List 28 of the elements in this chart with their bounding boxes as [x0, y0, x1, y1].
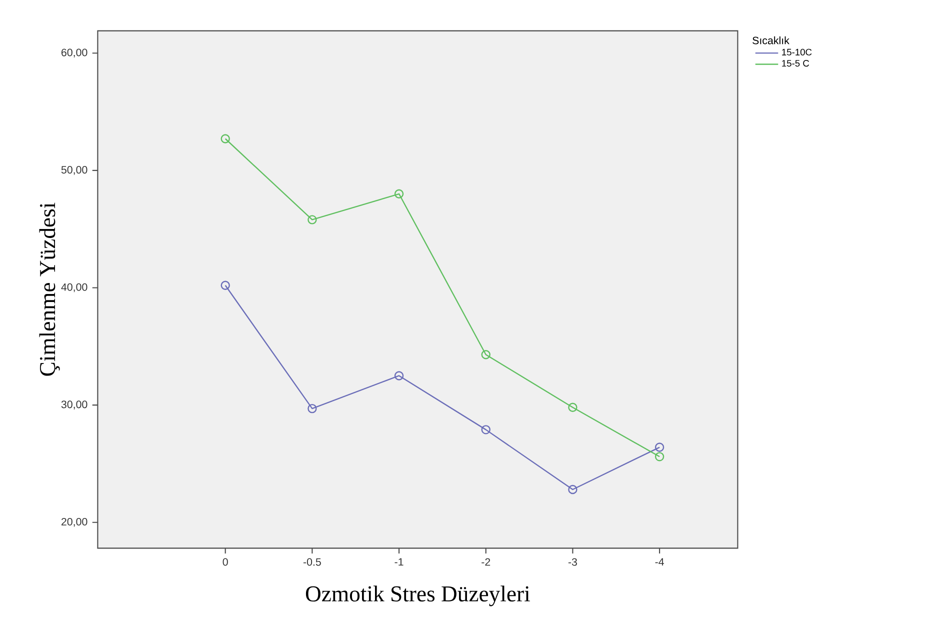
- point: [568, 484, 578, 494]
- point: [654, 452, 664, 462]
- y-tick-label: 60,00: [62, 48, 88, 58]
- y-tick-label: 50,00: [61, 166, 88, 175]
- point: [220, 134, 230, 144]
- x-tick-label: -2: [482, 558, 490, 566]
- legend-label: 15-5 C: [782, 60, 810, 67]
- y-axis-title: Çimlenme Yüzdesi: [39, 202, 60, 376]
- x-tick-label: 0: [222, 558, 228, 566]
- x-axis-title: Ozmotik Stres Düzeyleri: [306, 586, 530, 606]
- point: [394, 189, 404, 198]
- legend-title: Sıcaklık: [752, 36, 790, 44]
- point: [654, 442, 664, 452]
- point: [481, 425, 490, 434]
- point: [481, 350, 490, 360]
- x-tick-label: -0.5: [303, 558, 321, 566]
- x-tick-label: -3: [568, 558, 577, 566]
- legend-label: 15-10C: [782, 48, 812, 56]
- point: [568, 402, 578, 412]
- point: [308, 215, 317, 224]
- y-tick-label: 40,00: [61, 283, 88, 292]
- x-tick-label: -4: [655, 558, 664, 566]
- y-tick-label: 20,00: [62, 518, 88, 527]
- point: [308, 404, 317, 414]
- y-tick-label: 30,00: [61, 400, 88, 410]
- x-tick-label: -1: [394, 558, 404, 566]
- point: [220, 280, 230, 290]
- point: [394, 371, 404, 380]
